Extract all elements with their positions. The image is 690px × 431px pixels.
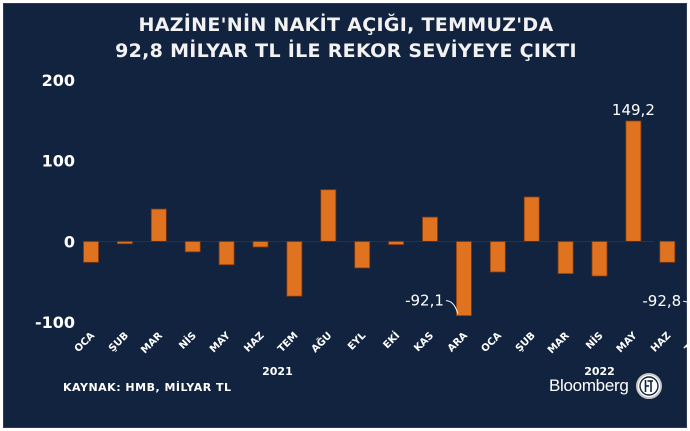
year-label: 2022 [584,365,615,378]
bar [184,240,201,253]
ht-logo-icon [636,373,662,399]
x-tick-label: TEM [683,330,688,355]
chart-frame: HAZİNE'NİN NAKİT AÇIĞI, TEMMUZ'DA 92,8 M… [3,3,688,428]
bar [354,240,371,269]
x-tick-label: HAZ [649,330,673,354]
x-tick-label: ŞUB [107,330,131,354]
x-tick-label: OCA [73,330,98,355]
bar [455,240,472,317]
bar [286,240,303,297]
bar [83,240,99,263]
year-label: 2021 [262,365,293,378]
bar [659,240,676,263]
x-tick-label: NİS [175,328,199,352]
y-tick-label: -100 [35,313,75,332]
bar [422,216,438,242]
bar [388,240,405,245]
y-tick-label: 200 [42,71,75,90]
bloomberg-logo: Bloomberg [549,376,629,395]
bar [252,240,269,248]
x-tick-label: HAZ [242,330,266,354]
source-note: KAYNAK: HMB, MİLYAR TL [63,381,232,394]
x-tick-label: ŞUB [514,330,538,354]
x-tick-label: EYL [346,330,369,353]
x-tick-label: MAY [208,330,233,355]
bar [557,240,574,274]
bar [117,240,133,245]
x-tick-label: MAY [615,330,640,355]
bar [218,240,235,266]
bar [523,196,540,242]
chart-title-line-2: 92,8 MİLYAR TL İLE REKOR SEVİYEYE ÇIKTI [115,40,577,62]
data-label-leader [683,300,688,304]
y-tick-label: 100 [42,152,75,171]
data-label: -92,8 [642,292,681,310]
x-tick-label: NİS [582,328,606,352]
x-tick-label: TEM [276,330,301,355]
chart-title-line-1: HAZİNE'NİN NAKİT AÇIĞI, TEMMUZ'DA [138,14,554,36]
y-tick-label: 0 [64,232,75,251]
x-tick-label: OCA [479,330,504,355]
data-label-leader [445,300,459,314]
bar [625,120,642,242]
x-tick-label: KAS [412,330,436,354]
bar [489,240,506,273]
x-tick-label: EKİ [379,328,402,351]
bar [591,240,608,277]
x-tick-label: MAR [546,330,572,356]
data-label: -92,1 [405,292,444,310]
bar [150,208,167,242]
x-tick-label: AĞU [308,329,334,355]
x-tick-label: MAR [139,330,165,356]
data-label: 149,2 [612,101,655,119]
bar [320,189,337,242]
x-tick-label: ARA [446,330,470,354]
